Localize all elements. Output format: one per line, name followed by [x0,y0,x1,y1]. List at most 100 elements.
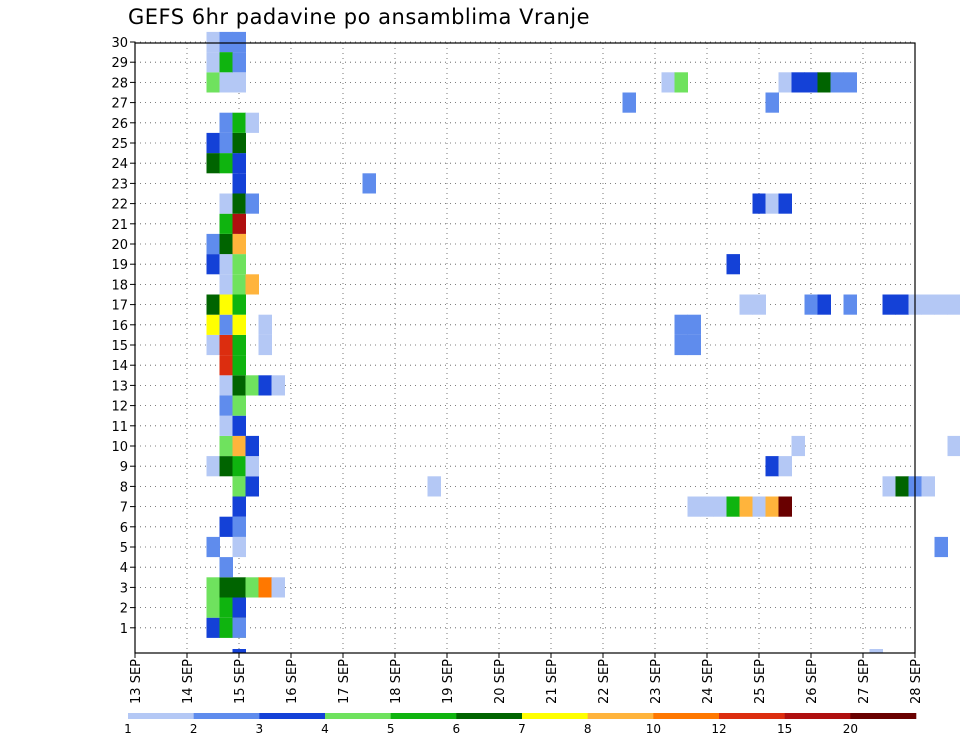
precip-cell [232,617,246,638]
precip-cell [947,435,960,457]
y-tick-label: 28 [111,76,128,91]
y-tick-label: 7 [120,501,128,516]
legend-swatch [587,713,654,719]
y-tick-label: 25 [111,137,128,152]
precip-cell [232,375,246,396]
precip-cell [778,456,792,477]
precip-cell [895,476,909,497]
x-tick-label: 17 SEP [337,659,352,704]
chart-title: GEFS 6hr padavine po ansamblima Vranje [128,5,591,29]
legend-label: 8 [584,722,592,736]
precip-cell [232,597,246,618]
precip-cell [362,173,376,194]
precip-cell [765,92,779,113]
x-tick-label: 26 SEP [805,659,820,704]
precip-cell [765,456,779,477]
legend-swatch [784,713,851,719]
precip-cell [258,334,272,356]
precip-cell [258,375,272,396]
precip-cell [232,274,246,295]
y-tick-label: 9 [120,460,128,475]
precip-cell [232,476,246,497]
y-tick-label: 26 [111,117,128,132]
x-tick-label: 25 SEP [753,659,768,704]
precip-cell [232,112,246,133]
precip-cell [804,72,818,93]
precip-cell [219,375,233,396]
y-tick-label: 8 [120,480,128,495]
precip-cell [232,52,246,73]
precip-cell [219,617,233,638]
precip-cell [232,456,246,477]
precip-cell [700,496,714,517]
precip-cell [219,557,233,578]
precip-cell [206,72,220,93]
precip-cell [830,72,844,93]
legend-swatch [128,713,194,719]
precip-cell [219,577,233,598]
precip-cell [219,52,233,73]
y-tick-label: 6 [120,521,128,536]
precip-cell [232,173,246,194]
precip-cell [882,294,896,315]
precip-cell [206,254,220,275]
legend-label: 12 [711,722,726,736]
precip-cell [843,72,857,93]
legend-swatch [719,713,785,719]
precip-cell [245,577,259,598]
precip-cell [219,31,233,53]
y-tick-label: 19 [111,258,128,273]
precip-cell [934,536,948,558]
x-tick-label: 20 SEP [493,659,508,704]
precip-cell [245,476,259,497]
y-tick-label: 21 [111,218,128,233]
precip-cell [206,597,220,618]
x-tick-label: 22 SEP [597,659,612,704]
precip-cell [791,435,805,457]
precip-cell [726,496,740,517]
legend-label: 4 [321,722,329,736]
y-tick-label: 29 [111,56,128,71]
y-tick-label: 11 [111,420,128,435]
precip-cell [219,334,233,356]
legend-swatch [850,713,917,719]
precip-cell [219,274,233,295]
precip-cell [921,476,935,497]
precip-cell [206,617,220,638]
precip-cell [232,193,246,214]
precip-cell [232,72,246,93]
legend-swatch [390,713,457,719]
precip-cell [219,355,233,376]
precip-cell [245,456,259,477]
precip-cell [726,254,740,275]
precip-cell [752,496,766,517]
precip-cell [245,375,259,396]
legend-swatch [456,713,523,719]
x-tick-label: 14 SEP [181,659,196,704]
precip-cell [219,153,233,174]
precip-cell [661,72,675,93]
precip-cell [739,294,753,315]
x-tick-label: 23 SEP [649,659,664,704]
precip-cell [739,496,753,517]
legend-swatch [325,713,391,719]
legend-label: 2 [190,722,198,736]
precip-cell [674,314,688,335]
y-tick-label: 18 [111,278,128,293]
precip-cell [206,52,220,73]
y-tick-label: 30 [111,36,128,51]
precip-cell [219,415,233,436]
precip-cell [219,132,233,154]
precip-cell [232,415,246,436]
x-tick-label: 28 SEP [909,659,924,704]
x-tick-label: 21 SEP [545,659,560,704]
y-tick-label: 22 [111,198,128,213]
precip-cell [219,72,233,93]
precip-cell [934,294,948,315]
precip-cell [219,516,233,537]
x-tick-label: 18 SEP [389,659,404,704]
precip-cell [219,213,233,234]
y-tick-label: 24 [111,157,128,172]
precip-cell [778,72,792,93]
